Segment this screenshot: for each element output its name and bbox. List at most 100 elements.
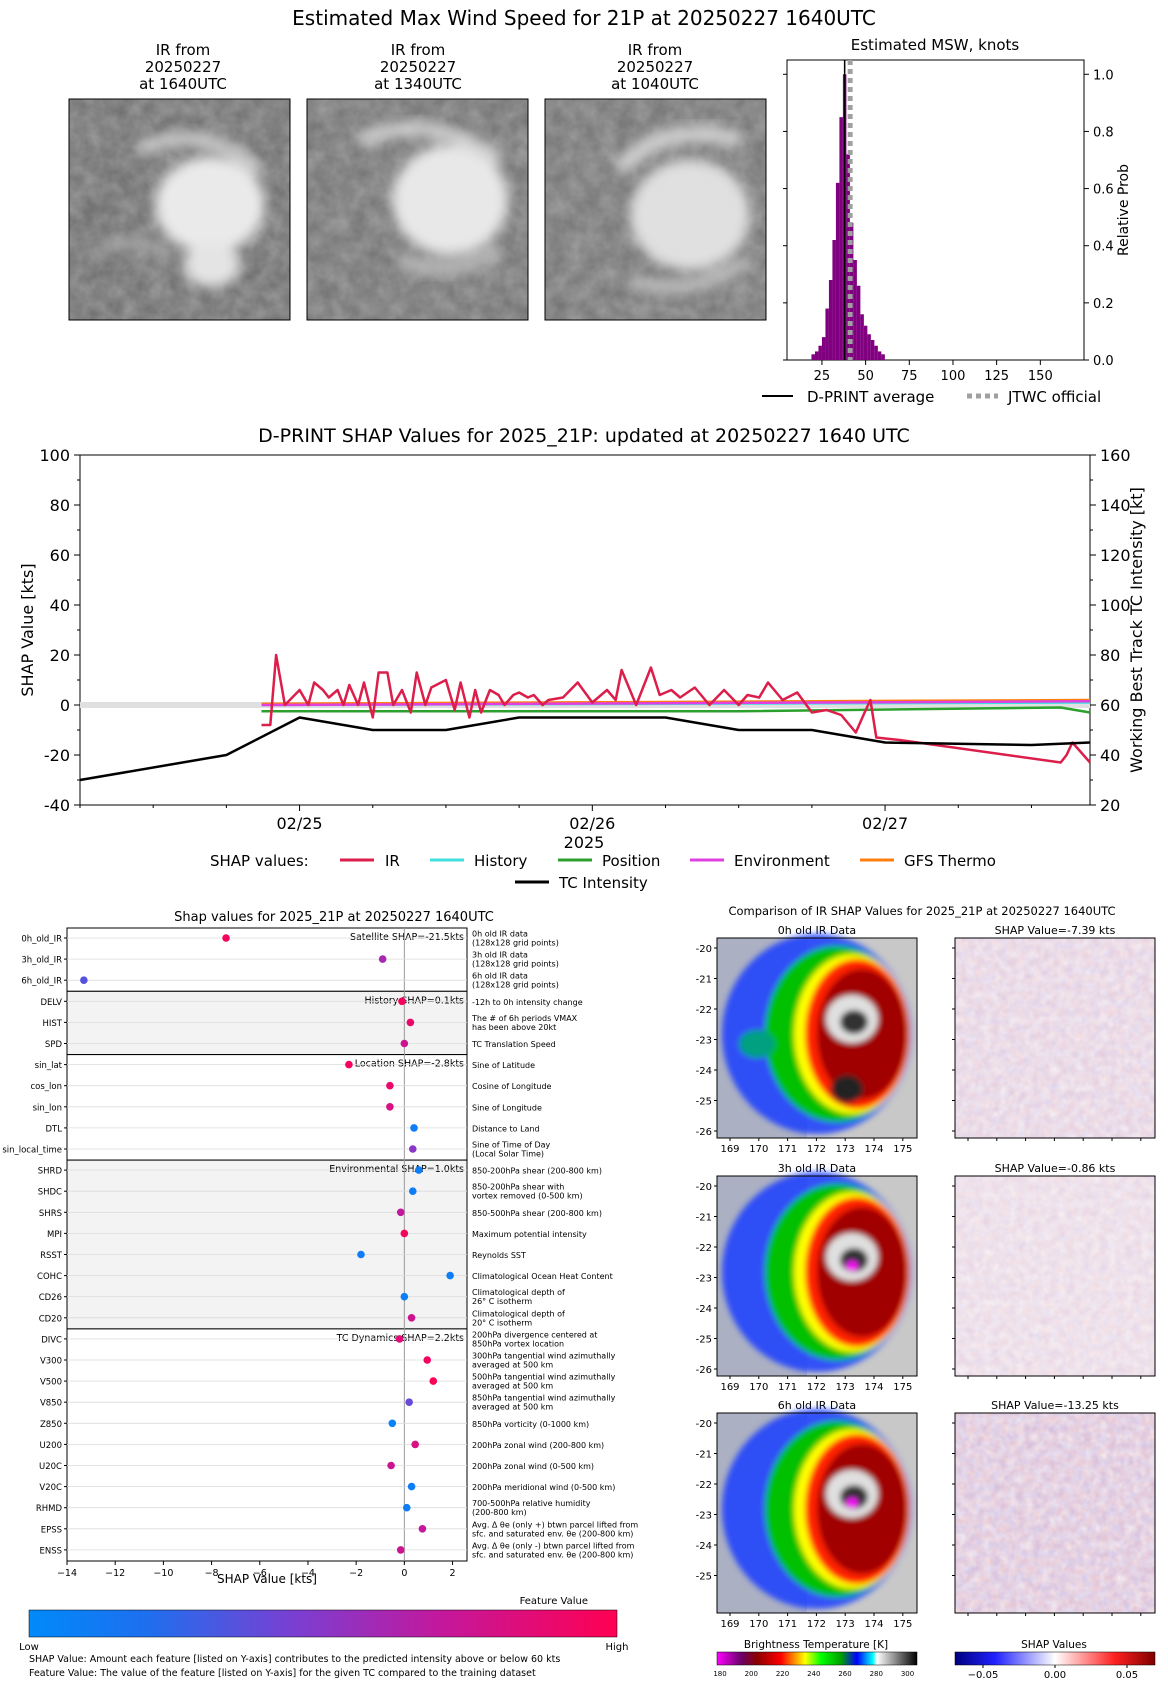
feature-name: SHRD (38, 1167, 63, 1177)
histogram-bar (860, 314, 864, 360)
feature-name: 6h_old_IR (21, 977, 62, 987)
x-tick-label: 100 (941, 369, 966, 384)
ir-panel-title-line1: IR from (391, 41, 446, 59)
feature-description: 700-500hPa relative humidity (472, 1499, 591, 1508)
lon-tick-label: 170 (749, 1619, 768, 1630)
histogram-bar (839, 117, 843, 361)
feature-description: 850hPa tangential wind azimuthally (472, 1394, 616, 1403)
y-tick-label: 0.4 (1093, 240, 1114, 255)
y-tick-label: 0.2 (1093, 297, 1114, 312)
feature-group-label: Location SHAP=-2.8kts (355, 1059, 464, 1070)
ir-colored-map (716, 1409, 918, 1614)
lat-tick-label: -23 (696, 1511, 712, 1522)
feature-description: 3h old IR data (472, 951, 528, 960)
y2-tick-label: 20 (1100, 796, 1120, 815)
shap-value-map (954, 1175, 1156, 1377)
feature-name: MPI (47, 1230, 62, 1240)
shap-point (418, 1525, 427, 1533)
histogram-bar (832, 240, 836, 360)
feature-description: Sine of Latitude (472, 1061, 535, 1070)
lon-tick-label: 175 (893, 1144, 912, 1155)
lat-tick-label: -21 (696, 1450, 712, 1461)
feature-name: 0h_old_IR (21, 935, 62, 945)
feature-name: SHDC (38, 1188, 62, 1198)
y-tick-label: 40 (50, 596, 70, 615)
lon-tick-label: 171 (778, 1619, 797, 1630)
histogram-bar (853, 260, 857, 360)
shap-point (400, 1292, 409, 1301)
legend-ir: IR (385, 852, 400, 870)
x-tick-label: 02/27 (862, 814, 908, 833)
shap-point (429, 1377, 438, 1385)
feature-description: sfc. and saturated env. θe (200-800 km) (472, 1529, 633, 1538)
feature-name: 3h_old_IR (21, 956, 62, 966)
feature-description: has been above 20kt (472, 1023, 556, 1032)
histogram-bar (867, 334, 871, 360)
timeseries-legend: SHAP values: IR History Position Environ… (210, 852, 996, 892)
bt-tick-label: 180 (713, 1670, 726, 1678)
feature-name: SHRS (39, 1209, 62, 1219)
legend-history: History (474, 852, 527, 870)
feature-group-label: History SHAP=0.1kts (365, 995, 465, 1006)
lat-tick-label: -21 (696, 975, 712, 986)
histogram-legend: D-PRINT average JTWC official (762, 388, 1101, 406)
feature-name: U200 (40, 1441, 62, 1451)
lat-tick-label: -20 (696, 1419, 712, 1430)
lat-tick-label: -26 (696, 1365, 712, 1376)
feature-description: averaged at 500 km (472, 1403, 553, 1412)
y2-tick-label: 120 (1100, 546, 1131, 565)
feature-description: -12h to 0h intensity change (472, 998, 583, 1007)
lon-tick-label: 170 (749, 1144, 768, 1155)
bt-colorbar: Brightness Temperature [K] 180 200 220 240 2… (713, 1639, 918, 1678)
lon-tick-label: 172 (807, 1382, 826, 1393)
histogram-bar (849, 222, 854, 360)
legend-gfs-thermo: GFS Thermo (904, 852, 996, 870)
msw-histogram: Estimated MSW, knots 25 50 75 100 125 150 0.0… (762, 36, 1132, 406)
feature-description: 26° C isotherm (472, 1297, 532, 1306)
legend-environment: Environment (734, 852, 830, 870)
x-tick-label: 150 (1028, 369, 1053, 384)
shap-point (402, 1503, 411, 1512)
shap-point (411, 1440, 419, 1449)
feature-name: HIST (43, 1019, 63, 1029)
feature-name: cos_lon (30, 1082, 62, 1092)
shap-point (345, 1060, 353, 1069)
shap-point (408, 1187, 417, 1195)
ir-panel-title-line3: at 1340UTC (374, 75, 462, 93)
legend-position: Position (602, 852, 660, 870)
shap-point (388, 1419, 397, 1428)
histogram-bar (814, 351, 819, 360)
lon-tick-label: 169 (720, 1144, 739, 1155)
shap-map-title: SHAP Value=-7.39 kts (995, 924, 1116, 937)
histogram-bar (811, 354, 815, 360)
feature-group-label: Environmental SHAP=1.0kts (329, 1164, 464, 1175)
position-series-line (261, 706, 1091, 714)
lat-tick-label: -20 (696, 1182, 712, 1193)
shap-point (386, 1081, 394, 1090)
histogram-bar (870, 340, 875, 360)
feature-description: 200hPa zonal wind (0-500 km) (472, 1462, 594, 1471)
bt-tick-label: 220 (776, 1670, 789, 1678)
feature-description: 0h old IR data (472, 930, 528, 939)
feature-name: DELV (40, 998, 62, 1008)
legend-jtwc-official: JTWC official (1007, 388, 1101, 406)
lat-tick-label: -21 (696, 1213, 712, 1224)
shap-point (410, 1124, 418, 1132)
ir-panel-title-line2: 20250227 (617, 58, 693, 76)
lat-tick-label: -25 (696, 1335, 712, 1346)
x-tick-label: 25 (814, 369, 831, 384)
y-tick-label: 0.8 (1093, 125, 1114, 140)
feature-description: Avg. Δ θe (only -) btwn parcel lifted fr… (472, 1541, 635, 1550)
x-tick-label: −14 (57, 1568, 77, 1579)
x-tick-label: −12 (105, 1568, 125, 1579)
feature-description: (128x128 grid points) (472, 939, 559, 948)
x-tick-label: 2 (450, 1568, 456, 1579)
feature-group-box (66, 1054, 468, 1161)
shap-point (415, 1166, 423, 1174)
shap-point (395, 1335, 404, 1343)
shap-tick-label: 0.05 (1116, 1670, 1138, 1681)
feature-name: Z850 (40, 1420, 62, 1430)
lon-tick-label: 169 (720, 1382, 739, 1393)
y-tick-label: -40 (44, 796, 70, 815)
ir-image (68, 98, 291, 321)
